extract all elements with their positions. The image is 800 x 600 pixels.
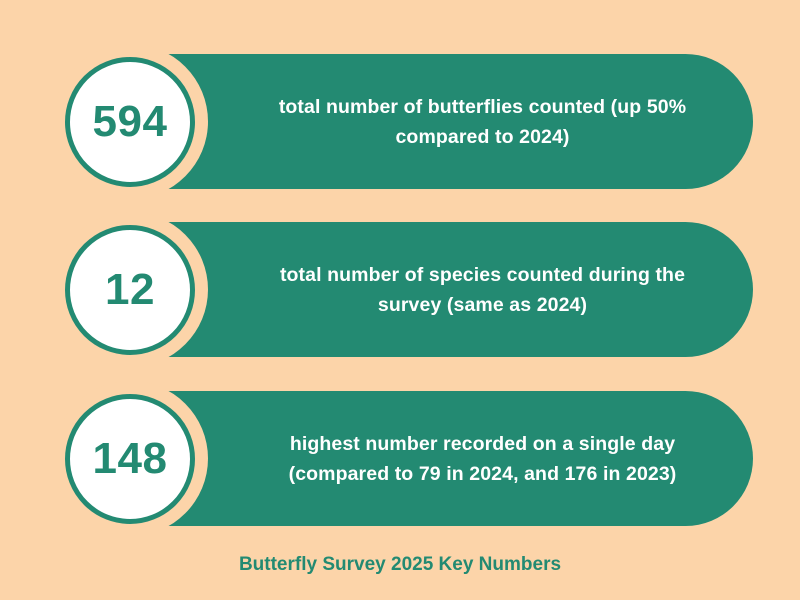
stat-number: 594 [92,97,168,146]
stat-row-highest-single-day: highest number recorded on a single day … [0,381,800,536]
stat-row-species-counted: total number of species counted during t… [0,212,800,367]
stat-number-circle: 12 [65,225,195,355]
stat-bar: total number of species counted during t… [150,222,753,357]
stat-number-circle: 594 [65,57,195,187]
stat-bar: highest number recorded on a single day … [150,391,753,526]
stat-bar: total number of butterflies counted (up … [150,54,753,189]
stat-number-circle: 148 [65,394,195,524]
stat-description: highest number recorded on a single day … [288,432,677,485]
stat-row-butterflies-counted: total number of butterflies counted (up … [0,44,800,199]
stat-description: total number of species counted during t… [279,263,686,316]
stat-number: 148 [92,434,168,483]
footer-title: Butterfly Survey 2025 Key Numbers [238,554,562,575]
stat-number: 12 [105,265,155,314]
stat-description: total number of butterflies counted (up … [278,95,687,148]
